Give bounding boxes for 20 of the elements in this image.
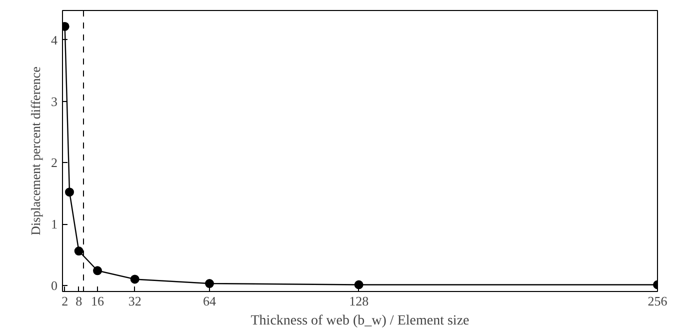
y-axis-title: Displacement percent difference — [28, 66, 43, 236]
point — [74, 246, 84, 256]
point — [354, 280, 364, 290]
x-tick-label: 8 — [76, 294, 82, 308]
x-tick-label: 128 — [349, 294, 369, 308]
point — [65, 188, 74, 197]
x-tick-label: 64 — [203, 294, 216, 308]
y-tick-label: 1 — [51, 216, 58, 232]
y-tick-label: 4 — [51, 32, 58, 48]
x-tick-label: 32 — [128, 294, 142, 308]
y-tick-label: 3 — [51, 94, 58, 109]
x-tick-label: 2 — [62, 294, 68, 308]
point — [93, 266, 102, 276]
point — [205, 279, 214, 288]
point — [130, 274, 140, 284]
x-tick-label: 16 — [91, 294, 104, 308]
x-axis-title: Thickness of web (b_w) / Element size — [250, 314, 470, 328]
y-tick-label: 0 — [51, 278, 58, 293]
x-tick-label: 256 — [648, 294, 668, 308]
y-tick-label: 2 — [51, 155, 58, 170]
